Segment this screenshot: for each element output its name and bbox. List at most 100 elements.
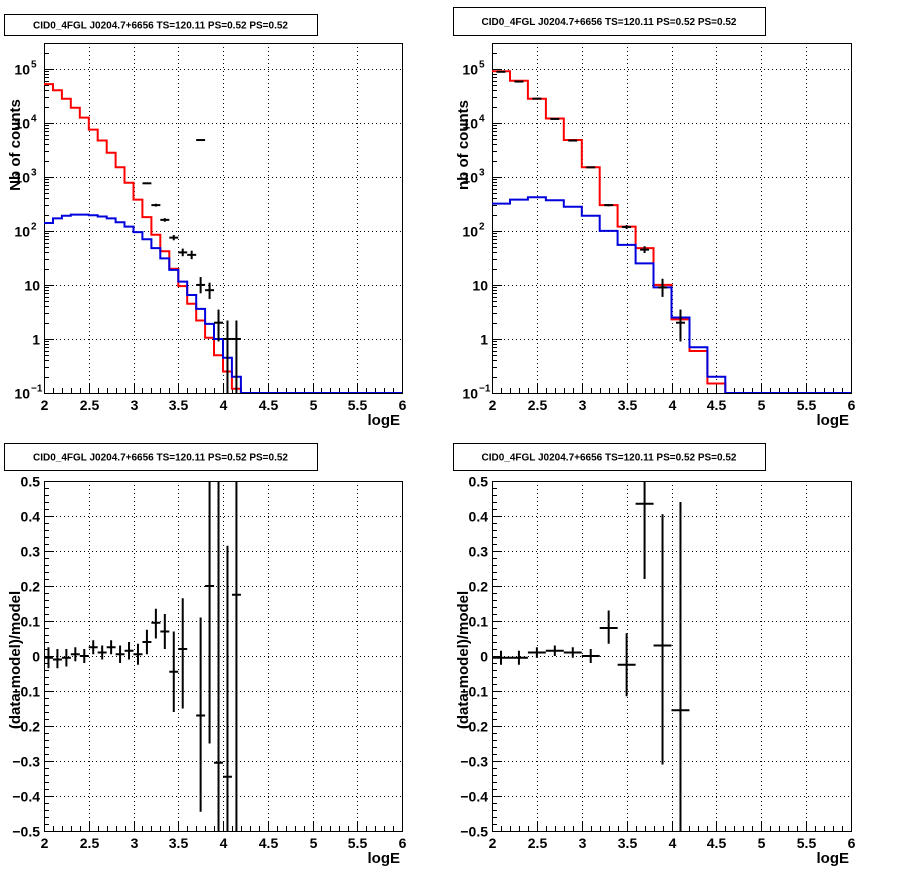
x-axis-label: logE xyxy=(817,412,850,429)
y-tick-exponent: 3 xyxy=(31,168,37,179)
x-tick-label: 2.5 xyxy=(80,835,100,851)
data-point xyxy=(223,320,232,393)
y-tick-label: 10 xyxy=(14,116,30,132)
y-tick-exponent: 5 xyxy=(479,60,485,71)
y-tick-label: −0.1 xyxy=(460,684,488,700)
x-tick-label: 3.5 xyxy=(169,835,189,851)
total-model-histogram xyxy=(492,70,851,393)
title-box xyxy=(4,443,318,471)
x-tick-label: 4.5 xyxy=(259,835,279,851)
data-point xyxy=(223,545,232,831)
x-tick-label: 4.5 xyxy=(707,835,727,851)
y-tick-label: 0.5 xyxy=(469,474,489,490)
chart-title: CID0_4FGL J0204.7+6656 TS=120.11 PS=0.52… xyxy=(33,453,288,464)
y-tick-label: −0.2 xyxy=(460,719,488,735)
x-tick-label: 3 xyxy=(131,835,139,851)
data-point xyxy=(581,649,600,663)
panel-bottom-left: CID0_4FGL J0204.7+6656 TS=120.11 PS=0.52… xyxy=(4,443,407,867)
data-point xyxy=(61,649,71,667)
x-axis-label: logE xyxy=(817,850,850,867)
data-point xyxy=(205,282,215,299)
data-point xyxy=(196,139,206,142)
data-point xyxy=(586,166,596,169)
x-tick-label: 4 xyxy=(220,835,228,851)
x-tick-label: 2 xyxy=(41,397,49,413)
y-axis-label: (data-model)/model xyxy=(7,591,24,729)
data-point xyxy=(142,182,152,185)
x-tick-label: 2.5 xyxy=(528,397,548,413)
y-tick-label: 10 xyxy=(14,170,30,186)
x-tick-label: 5 xyxy=(310,397,318,413)
y-tick-label: 0 xyxy=(480,649,488,665)
data-point xyxy=(653,514,672,765)
y-tick-label: −0.4 xyxy=(460,789,488,805)
y-tick-label: 10 xyxy=(14,386,30,402)
y-axis-label: (data-model)/model xyxy=(455,591,472,729)
x-axis-label: logE xyxy=(368,850,401,867)
data-point xyxy=(52,649,62,669)
x-tick-label: 5.5 xyxy=(797,835,817,851)
data-point xyxy=(635,481,654,579)
y-tick-exponent: −1 xyxy=(479,384,491,395)
panel-top-right: CID0_4FGL J0204.7+6656 TS=120.11 PS=0.52… xyxy=(453,7,856,429)
chart-title: CID0_4FGL J0204.7+6656 TS=120.11 PS=0.52… xyxy=(481,453,736,464)
background-model-histogram xyxy=(44,213,402,393)
x-tick-label: 2 xyxy=(489,835,497,851)
chart-title: CID0_4FGL J0204.7+6656 TS=120.11 PS=0.52… xyxy=(33,21,288,32)
data-point xyxy=(658,278,668,297)
background-model-histogram xyxy=(492,196,851,393)
data-point xyxy=(169,631,179,712)
data-point xyxy=(88,640,98,655)
x-tick-label: 3 xyxy=(131,397,139,413)
x-tick-label: 6 xyxy=(848,835,856,851)
y-axis-label: nb of counts xyxy=(455,100,472,190)
x-tick-label: 4 xyxy=(669,835,677,851)
data-point xyxy=(509,650,528,665)
title-box xyxy=(453,443,766,471)
data-point xyxy=(214,481,223,831)
x-tick-label: 5.5 xyxy=(797,397,817,413)
data-point xyxy=(675,309,685,342)
x-tick-label: 6 xyxy=(399,835,407,851)
data-point xyxy=(532,97,542,100)
y-tick-label: 0.4 xyxy=(21,509,41,525)
title-box xyxy=(4,14,318,36)
x-tick-label: 3.5 xyxy=(618,397,638,413)
y-tick-label: 0.3 xyxy=(469,544,489,560)
data-point xyxy=(160,614,170,649)
data-point xyxy=(640,246,650,253)
data-point xyxy=(160,218,170,222)
data-point xyxy=(151,608,161,639)
data-point xyxy=(187,250,197,260)
data-point xyxy=(169,234,179,241)
x-tick-label: 5.5 xyxy=(348,835,368,851)
data-point xyxy=(178,248,188,257)
y-tick-label: 0 xyxy=(32,649,40,665)
y-tick-label: 0.5 xyxy=(21,474,41,490)
x-tick-label: 5 xyxy=(758,835,766,851)
x-tick-label: 4.5 xyxy=(707,397,727,413)
y-tick-label: 0.2 xyxy=(21,579,41,595)
data-point xyxy=(599,610,618,644)
x-tick-label: 4 xyxy=(220,397,228,413)
data-point xyxy=(492,650,510,665)
data-point xyxy=(527,647,546,658)
data-point xyxy=(97,645,107,660)
y-tick-exponent: 2 xyxy=(31,222,37,233)
y-tick-label: 10 xyxy=(24,278,40,294)
data-point xyxy=(79,649,89,663)
chart-title: CID0_4FGL J0204.7+6656 TS=120.11 PS=0.52… xyxy=(481,17,736,28)
y-tick-exponent: 4 xyxy=(479,114,485,125)
data-point xyxy=(70,647,80,662)
data-point xyxy=(214,309,223,342)
data-point xyxy=(231,320,241,393)
data-point xyxy=(124,642,134,660)
panel-top-left: CID0_4FGL J0204.7+6656 TS=120.11 PS=0.52… xyxy=(4,14,407,429)
data-point xyxy=(205,481,215,744)
data-point xyxy=(196,277,206,294)
y-tick-label: −0.1 xyxy=(12,684,40,700)
y-tick-exponent: −1 xyxy=(31,384,43,395)
data-point xyxy=(106,640,116,655)
data-point xyxy=(550,117,560,120)
y-tick-label: 0.2 xyxy=(469,579,489,595)
